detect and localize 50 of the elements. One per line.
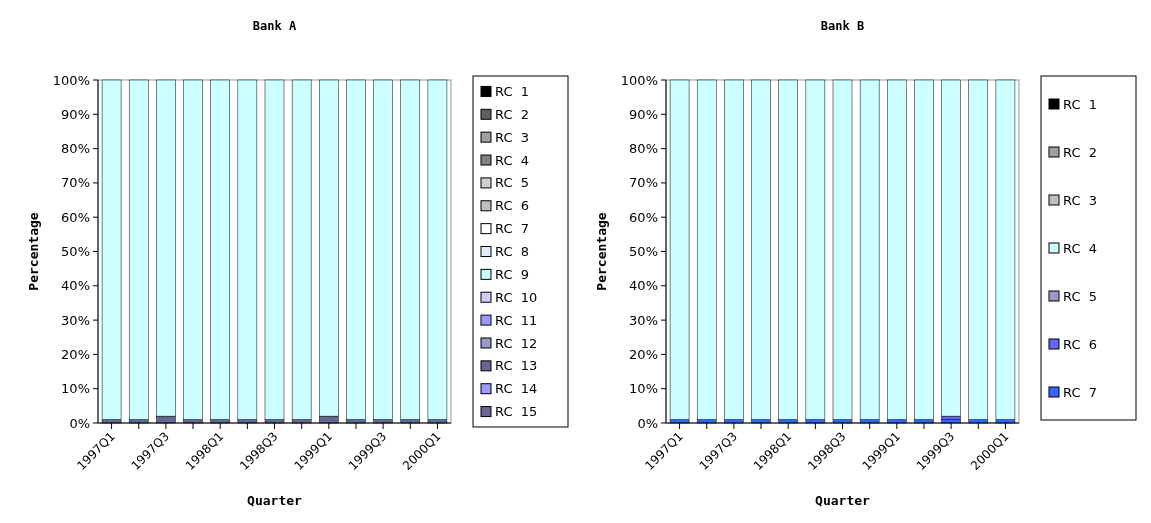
- y-tick-label: 80%: [61, 141, 90, 157]
- y-tick-label: 30%: [61, 312, 90, 328]
- y-axis-title: Percentage: [26, 212, 41, 291]
- y-tick-label: 0%: [69, 415, 90, 431]
- x-axis-title: Quarter: [815, 493, 871, 508]
- legend-label: RC 5: [1063, 288, 1097, 304]
- y-tick-label: 20%: [629, 346, 658, 362]
- legend-label: RC 14: [495, 381, 538, 397]
- y-axis-title: Percentage: [594, 212, 609, 291]
- y-tick-label: 70%: [61, 175, 90, 191]
- y-tick-label: 40%: [61, 278, 90, 294]
- y-tick-label: 50%: [61, 244, 90, 260]
- y-tick-label: 10%: [629, 381, 658, 397]
- y-tick-label: 60%: [629, 209, 658, 225]
- y-tick-label: 0%: [637, 415, 658, 431]
- legend-label: RC 2: [1063, 144, 1097, 160]
- legend-label: RC 10: [495, 289, 538, 305]
- legend-label: RC 3: [495, 129, 529, 145]
- legend-label: RC 7: [1063, 384, 1097, 400]
- legend-label: RC 5: [495, 175, 529, 191]
- legend-label: RC 1: [495, 83, 529, 99]
- y-tick-label: 40%: [629, 278, 658, 294]
- legend-label: RC 4: [495, 152, 529, 168]
- y-tick-label: 70%: [629, 175, 658, 191]
- legend-label: RC 2: [495, 106, 529, 122]
- legend-label: RC 1: [1063, 96, 1097, 112]
- y-tick-label: 90%: [629, 106, 658, 122]
- x-axis-title: Quarter: [247, 493, 303, 508]
- y-tick-label: 90%: [61, 106, 90, 122]
- y-tick-label: 100%: [52, 72, 90, 88]
- y-tick-label: 100%: [620, 72, 658, 88]
- y-tick-label: 10%: [61, 381, 90, 397]
- legend-label: RC 12: [495, 335, 538, 351]
- legend-label: RC 11: [495, 312, 538, 328]
- legend-label: RC 3: [1063, 192, 1097, 208]
- legend-label: RC 4: [1063, 240, 1097, 256]
- chart-title: Bank A: [252, 19, 297, 33]
- y-tick-label: 60%: [61, 209, 90, 225]
- y-tick-label: 80%: [629, 141, 658, 157]
- y-tick-label: 30%: [629, 312, 658, 328]
- legend-label: RC 7: [495, 221, 529, 237]
- legend-label: RC 6: [495, 198, 529, 214]
- y-tick-label: 20%: [61, 346, 90, 362]
- legend-label: RC 15: [495, 404, 538, 420]
- chart-title: Bank B: [820, 19, 865, 33]
- legend-label: RC 6: [1063, 336, 1097, 352]
- legend-label: RC 8: [495, 244, 529, 260]
- legend-label: RC 9: [495, 266, 529, 282]
- y-tick-label: 50%: [629, 244, 658, 260]
- legend-label: RC 13: [495, 358, 538, 374]
